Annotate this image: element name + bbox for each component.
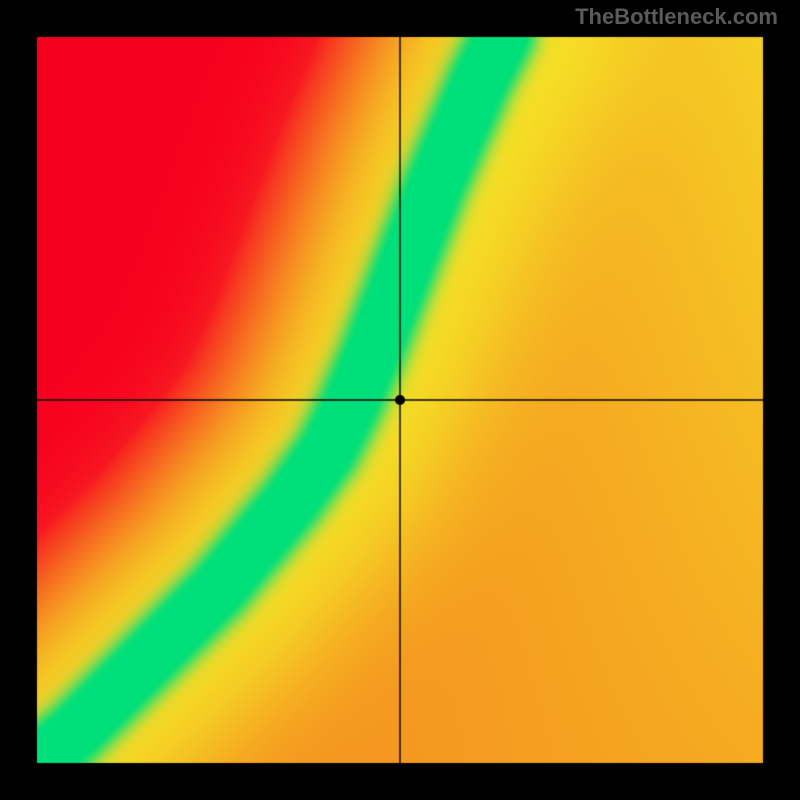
watermark-text: TheBottleneck.com bbox=[575, 4, 778, 30]
heatmap-canvas bbox=[0, 0, 800, 800]
chart-container: TheBottleneck.com bbox=[0, 0, 800, 800]
